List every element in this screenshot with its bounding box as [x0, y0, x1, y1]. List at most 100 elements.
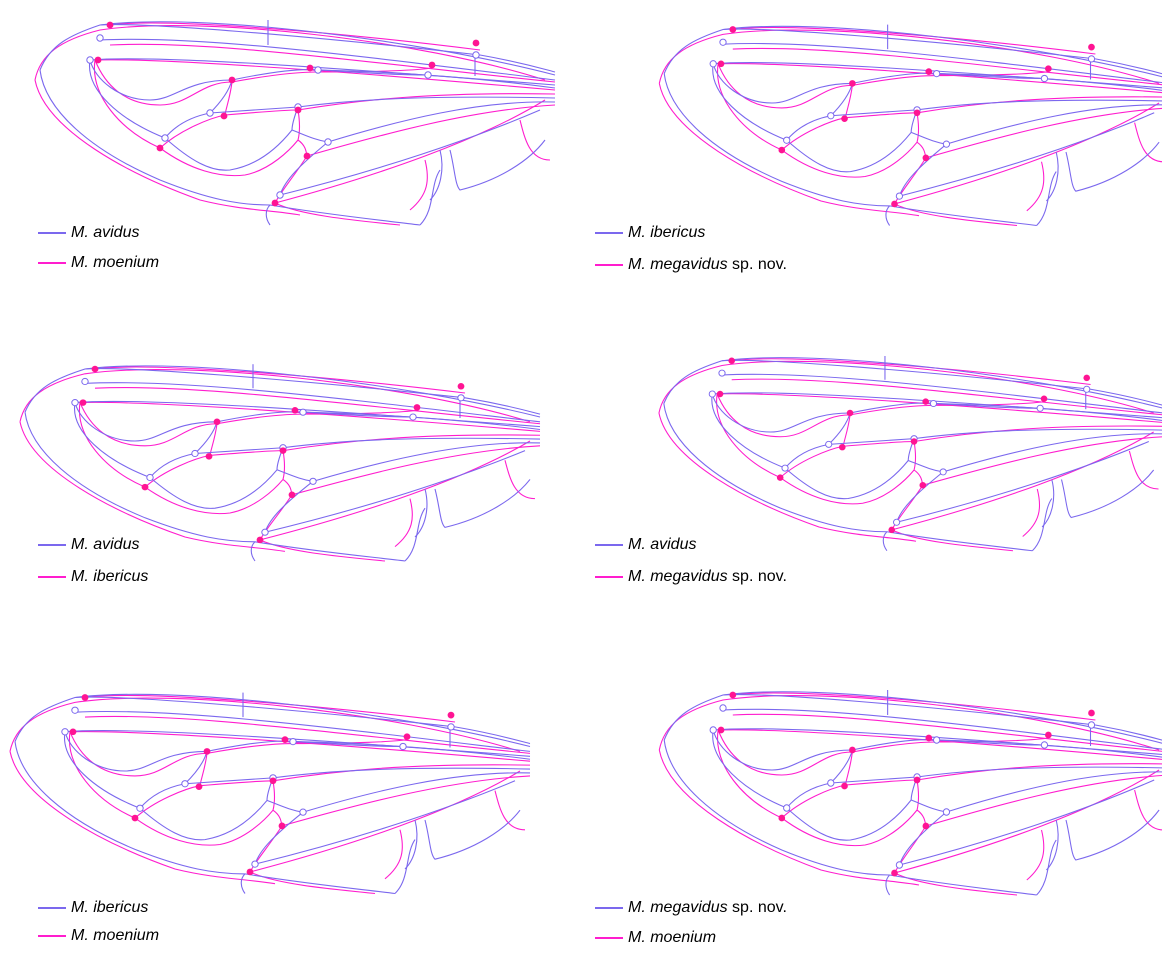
wing-vein [317, 67, 433, 73]
landmark-open [942, 808, 951, 816]
wing-vein [209, 423, 218, 456]
landmark-open [251, 860, 259, 868]
wing-vein [79, 402, 218, 447]
wing-vein [79, 401, 541, 432]
wing-vein [1046, 151, 1059, 202]
landmark-open [708, 390, 716, 398]
wing-vein [722, 28, 1162, 75]
wing-vein [424, 809, 521, 860]
wing-vein [711, 393, 851, 433]
wing-vein [1046, 819, 1059, 871]
landmark-open [191, 449, 199, 458]
wing-vein [302, 772, 531, 813]
legend-swatch-blue [595, 907, 623, 909]
landmark-filled [291, 407, 299, 414]
wing-vein [898, 143, 947, 197]
landmark-filled [1040, 395, 1048, 402]
landmark-filled [838, 443, 846, 451]
wing-vein [272, 767, 531, 779]
wing-vein [231, 71, 319, 83]
wing-vein [281, 775, 531, 827]
wing-overlay [658, 690, 1162, 896]
wing-vein [1128, 450, 1159, 490]
landmark-open [289, 737, 297, 746]
wing-vein [885, 205, 891, 226]
wing-overlay [658, 356, 1162, 552]
landmark-open [81, 377, 89, 386]
wing-vein [306, 104, 556, 157]
wing-vein [164, 112, 211, 139]
wing-vein [134, 809, 274, 846]
landmark-open [781, 464, 789, 472]
wing-vein [721, 359, 1162, 406]
wing-vein [842, 414, 851, 447]
wing-vein [779, 445, 844, 478]
wing-vein [732, 713, 1162, 752]
landmark-filled [778, 146, 786, 154]
wing-vein [164, 129, 293, 171]
panel-4: M. avidus M. megavidus sp. nov. [595, 335, 1162, 635]
wing-vein [240, 873, 246, 894]
wing-vein [899, 112, 1155, 197]
wing-vein [722, 694, 1162, 741]
wing-vein [272, 764, 531, 782]
wing-vein [1065, 809, 1160, 861]
wing-vein [913, 425, 1162, 443]
landmark-filled [841, 782, 848, 790]
wing-vein [891, 431, 1154, 531]
wing-vein [139, 783, 186, 809]
landmark-open [783, 136, 791, 144]
landmark-filled [91, 365, 99, 373]
wing-vein [34, 79, 301, 216]
wing-vein [69, 731, 531, 762]
wing-vein [494, 790, 526, 831]
wing-overlay [9, 692, 531, 895]
wing-vein [852, 741, 937, 753]
wing-vein [504, 460, 536, 500]
landmark-open [447, 723, 455, 731]
wing-vein [830, 776, 918, 784]
wing-vein [209, 450, 284, 456]
wing-vein [292, 739, 408, 745]
wing-vein [658, 83, 920, 217]
wing-vein [894, 872, 1018, 896]
landmark-filled [213, 418, 221, 426]
wing-vein [84, 368, 541, 415]
wing-vein [938, 73, 1162, 91]
wing-vein [916, 779, 920, 811]
landmark-open [1040, 741, 1049, 749]
wing-vein [1060, 469, 1155, 519]
landmark-filled [403, 733, 411, 741]
landmark-filled [717, 60, 725, 68]
wing-vein [922, 436, 1162, 486]
landmark-open [71, 399, 79, 407]
wing-vein [297, 96, 556, 108]
landmark-filled [281, 736, 289, 743]
landmark-open [827, 779, 835, 787]
wing-vein [849, 404, 934, 416]
landmark-filled [256, 536, 264, 544]
wing-vein [250, 541, 256, 562]
wing-vein [312, 442, 541, 482]
wing-vein [74, 402, 151, 478]
wing-vein [899, 779, 1155, 866]
wing-vein [891, 529, 1014, 552]
legend-species: M. ibericus [71, 568, 149, 585]
wing-vein [254, 811, 304, 865]
landmark-filled [1083, 374, 1091, 382]
wing-vein [274, 202, 401, 226]
legend-swatch-blue [595, 232, 623, 234]
landmark-open [146, 473, 154, 482]
wing-vein [882, 531, 888, 552]
landmark-filled [279, 447, 287, 454]
wing-vein [64, 731, 141, 809]
wing-vein [894, 769, 1160, 874]
landmark-filled [269, 777, 277, 785]
wing-vein [1026, 161, 1045, 212]
landmark-open [895, 192, 904, 200]
wing-vein [663, 73, 1037, 227]
landmark-open [825, 440, 833, 448]
panel-2: M. ibericus M. megavidus sp. nov. [595, 0, 1162, 300]
wing-vein [184, 777, 274, 785]
wing-vein [712, 63, 853, 104]
